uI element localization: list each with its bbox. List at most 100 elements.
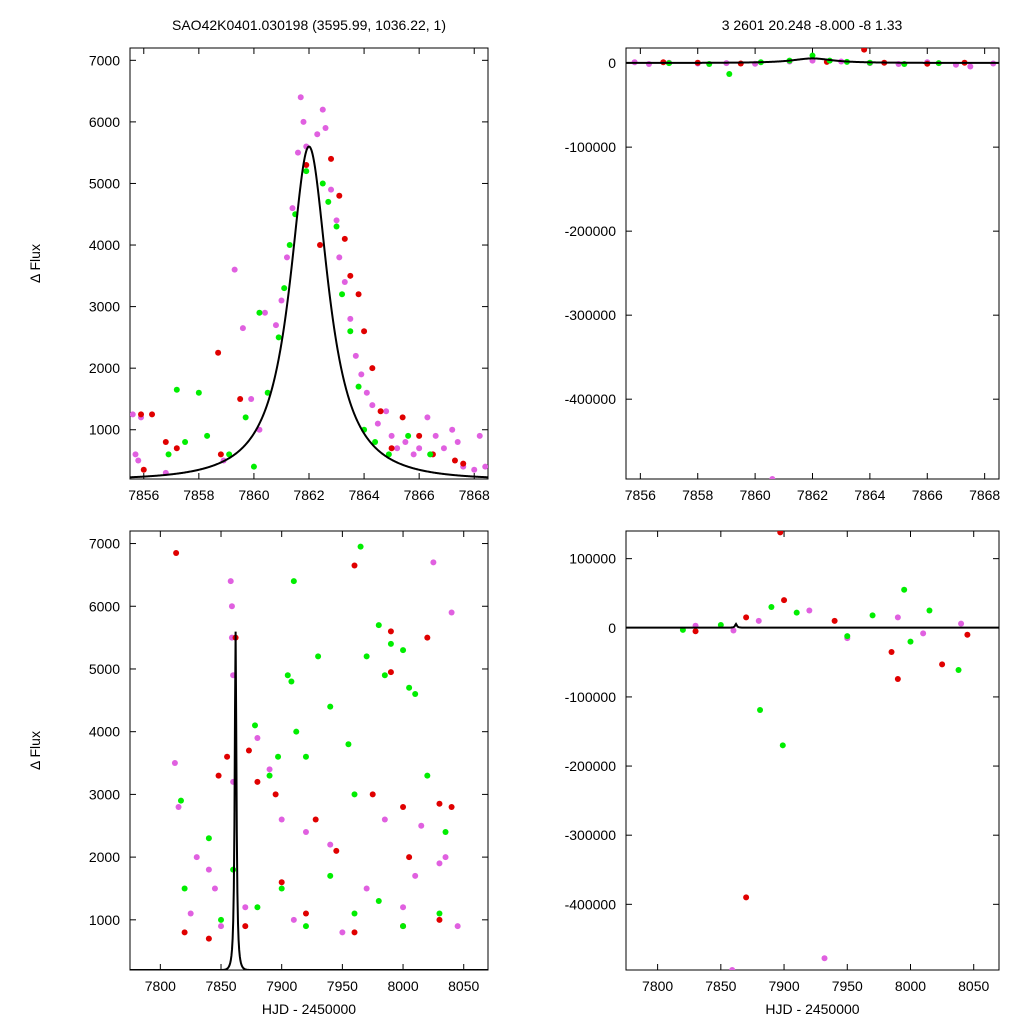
data-point-red xyxy=(224,753,231,760)
data-point-green xyxy=(355,383,362,390)
data-point-magenta xyxy=(920,630,927,637)
data-point-red xyxy=(939,661,946,668)
data-point-red xyxy=(333,847,340,854)
data-point-green xyxy=(218,916,225,923)
data-point-red xyxy=(140,466,147,473)
data-point-red xyxy=(861,48,868,53)
data-point-green xyxy=(436,910,443,917)
data-point-green xyxy=(412,691,419,698)
data-points xyxy=(171,543,461,942)
data-point-green xyxy=(726,71,733,78)
data-point-green xyxy=(275,334,282,341)
data-point-red xyxy=(317,242,324,249)
data-point-red xyxy=(361,328,368,335)
data-point-magenta xyxy=(135,457,142,464)
y-tick-label: 5000 xyxy=(89,661,120,677)
data-point-red xyxy=(181,929,188,936)
x-tick-label: 7858 xyxy=(682,487,713,503)
panel-top-left: 7856 7858 7860 7862 7864 7866 7868 1000 2000 3000… xyxy=(27,47,490,503)
data-point-green xyxy=(256,309,263,316)
data-point-magenta xyxy=(454,923,461,930)
data-point-green xyxy=(302,753,309,760)
y-axis-title: Δ Flux xyxy=(27,244,43,283)
data-point-magenta xyxy=(729,967,736,970)
data-point-green xyxy=(375,622,382,629)
data-point-green xyxy=(381,672,388,679)
data-point-green xyxy=(768,604,775,611)
data-point-magenta xyxy=(193,854,200,861)
data-point-green xyxy=(284,672,291,679)
data-point-green xyxy=(303,168,310,175)
data-point-magenta xyxy=(175,803,182,810)
data-point-green xyxy=(242,414,249,421)
data-point-magenta xyxy=(261,309,268,316)
data-point-red xyxy=(138,411,145,418)
data-point-green xyxy=(955,666,962,673)
data-point-red xyxy=(387,628,394,635)
data-point-green xyxy=(226,451,233,458)
y-tick-label: -300000 xyxy=(565,307,617,323)
data-point-green xyxy=(809,52,816,59)
data-point-red xyxy=(436,916,443,923)
data-point-magenta xyxy=(424,414,431,421)
x-tick-label: 7850 xyxy=(205,978,236,994)
data-point-green xyxy=(319,180,326,187)
x-tick-label: 7864 xyxy=(348,487,379,503)
data-point-red xyxy=(894,675,901,682)
data-point-red xyxy=(831,617,838,624)
data-point-green xyxy=(302,923,309,930)
y-axis-title: Δ Flux xyxy=(27,731,43,770)
data-point-magenta xyxy=(278,816,285,823)
x-axis-title: HJD - 2450000 xyxy=(262,1001,356,1017)
y-tick-label: -100000 xyxy=(565,689,617,705)
model-curve xyxy=(626,622,999,629)
data-point-magenta xyxy=(418,822,425,829)
data-point-red xyxy=(406,854,413,861)
y-tick-label: 4000 xyxy=(89,724,120,740)
data-point-red xyxy=(278,879,285,886)
data-point-green xyxy=(400,923,407,930)
data-point-magenta xyxy=(254,734,261,741)
data-point-red xyxy=(355,291,362,298)
data-point-green xyxy=(427,451,434,458)
data-point-magenta xyxy=(449,426,456,433)
data-point-red xyxy=(205,935,212,942)
y-tick-label: 2000 xyxy=(89,849,120,865)
x-tick-label: 7860 xyxy=(740,487,771,503)
data-point-magenta xyxy=(645,60,652,67)
x-tick-label: 7856 xyxy=(625,487,656,503)
y-tick-label: 0 xyxy=(608,620,616,636)
data-point-red xyxy=(369,365,376,372)
data-point-green xyxy=(177,797,184,804)
data-point-red xyxy=(416,432,423,439)
data-point-red xyxy=(369,791,376,798)
data-point-red xyxy=(217,451,224,458)
data-point-green xyxy=(327,703,334,710)
y-tick-label: 6000 xyxy=(89,114,120,130)
data-point-magenta xyxy=(402,439,409,446)
data-point-magenta xyxy=(328,186,335,193)
x-tick-label: 7800 xyxy=(145,978,176,994)
data-point-magenta xyxy=(967,63,974,70)
data-point-magenta xyxy=(341,278,348,285)
data-point-magenta xyxy=(171,760,178,767)
data-point-green xyxy=(424,772,431,779)
data-point-magenta xyxy=(242,904,249,911)
data-point-green xyxy=(333,223,340,230)
data-point-magenta xyxy=(314,131,321,138)
y-tick-label: 3000 xyxy=(89,299,120,315)
x-tick-label: 8050 xyxy=(958,978,989,994)
data-point-green xyxy=(387,640,394,647)
data-point-green xyxy=(779,742,786,749)
data-point-magenta xyxy=(894,614,901,621)
data-point-green xyxy=(347,328,354,335)
data-point-magenta xyxy=(283,254,290,261)
x-tick-label: 7864 xyxy=(854,487,885,503)
y-tick-label: -200000 xyxy=(565,223,617,239)
data-point-red xyxy=(173,549,180,556)
data-point-magenta xyxy=(248,395,255,402)
data-point-magenta xyxy=(297,94,304,101)
x-tick-label: 7866 xyxy=(912,487,943,503)
data-point-red xyxy=(436,800,443,807)
